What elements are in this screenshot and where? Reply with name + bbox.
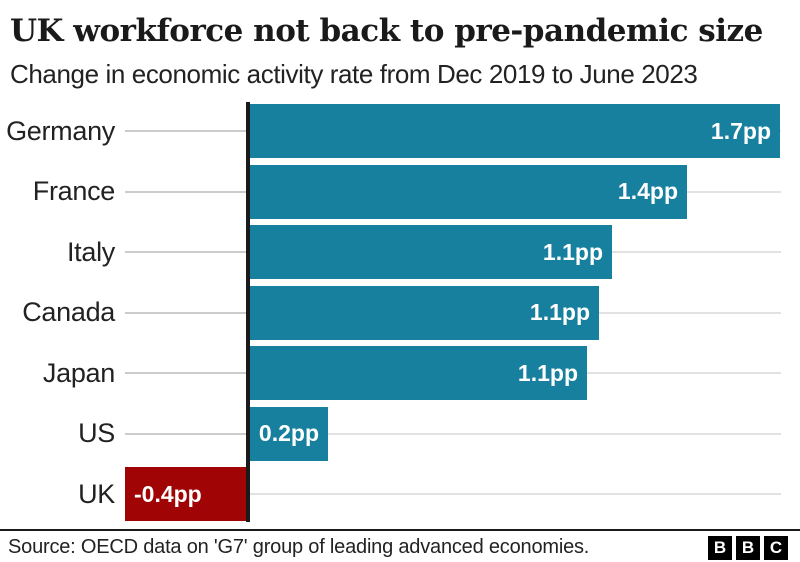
bbc-logo-box: C [764,536,788,560]
source-note: Source: OECD data on 'G7' group of leadi… [8,536,590,558]
value-label: 0.2pp [258,420,319,446]
category-label: Canada [22,297,115,327]
tick-line [125,311,246,314]
footer-divider [0,529,800,531]
bar-row: Germany 1.7pp [0,104,800,158]
gridline [250,432,781,435]
value-label: 1.7pp [710,117,771,144]
bar-japan: 1.1pp [250,346,587,400]
bbc-logo-box: B [736,536,760,560]
bbc-logo-box: B [708,536,732,560]
bar-us: 0.2pp [250,406,328,461]
bar-germany: 1.7pp [250,104,780,158]
chart-subtitle: Change in economic activity rate from De… [10,59,698,89]
tick-line [125,190,246,193]
tick-line [125,130,246,132]
tick-line [125,372,246,374]
bar-row: US 0.2pp [0,406,800,461]
chart-title: UK workforce not back to pre-pandemic si… [10,13,763,49]
tick-line [125,251,246,253]
bar-row: Canada 1.1pp [0,285,800,340]
value-label: -0.4pp [134,480,202,507]
tick-line [125,432,246,435]
bar-france: 1.4pp [250,164,687,219]
category-label: France [32,176,116,206]
value-label: 1.1pp [517,359,578,386]
category-label: Germany [6,115,115,146]
category-label: Italy [66,236,115,267]
bar-canada: 1.1pp [250,285,599,340]
category-label: Japan [42,357,115,388]
category-label: UK [78,478,115,509]
value-label: 1.1pp [529,299,590,325]
bar-row: Italy 1.1pp [0,225,800,279]
value-label: 1.4pp [617,178,678,204]
bar-uk: -0.4pp [125,467,250,521]
bar-italy: 1.1pp [250,225,612,279]
bar-row: Japan 1.1pp [0,346,800,400]
category-label: US [78,418,115,448]
zero-axis-line [246,102,250,522]
value-label: 1.1pp [542,238,603,265]
gridline [250,493,781,495]
bar-row: France 1.4pp [0,164,800,219]
bar-row: UK -0.4pp [0,467,800,521]
